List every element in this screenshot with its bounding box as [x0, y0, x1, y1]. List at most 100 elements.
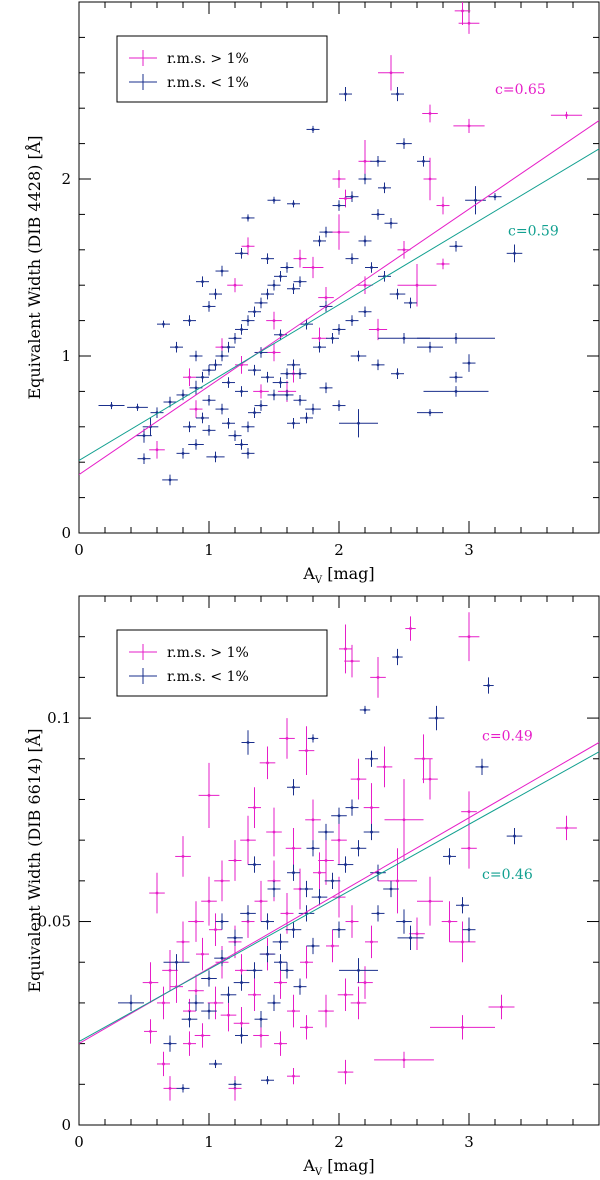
data-marker — [305, 749, 308, 753]
data-point — [350, 840, 367, 857]
data-marker — [370, 757, 373, 761]
data-marker — [253, 368, 256, 372]
data-marker — [279, 274, 282, 278]
x-tick-label: 0 — [74, 541, 84, 559]
data-marker — [324, 296, 328, 299]
data-marker — [292, 785, 295, 789]
data-marker — [311, 944, 315, 948]
data-marker — [188, 1017, 191, 1021]
data-marker — [240, 390, 243, 393]
data-point — [441, 901, 458, 942]
data-marker — [285, 372, 289, 376]
data-marker — [266, 920, 269, 923]
data-marker — [376, 328, 380, 331]
data-marker — [324, 230, 328, 234]
data-marker — [240, 968, 243, 972]
data-point — [175, 836, 191, 877]
data-point — [215, 350, 229, 362]
data-point — [318, 836, 334, 885]
series-low — [98, 86, 523, 486]
data-point — [215, 265, 229, 277]
data-point — [201, 1002, 217, 1020]
data-point — [300, 1015, 313, 1040]
data-point — [344, 644, 360, 678]
data-marker — [298, 280, 302, 284]
data-point — [370, 864, 386, 881]
data-marker — [240, 1021, 243, 1025]
x-tick-label: 2 — [334, 541, 344, 559]
data-marker — [292, 871, 295, 875]
data-point — [261, 371, 274, 383]
data-marker — [129, 1001, 133, 1005]
data-marker — [227, 1013, 230, 1017]
data-marker — [194, 386, 198, 390]
data-marker — [448, 855, 451, 858]
data-point — [345, 191, 359, 203]
data-marker — [363, 981, 367, 984]
data-point — [300, 945, 313, 979]
data-marker — [220, 956, 224, 960]
data-marker — [428, 899, 432, 903]
data-marker — [253, 993, 256, 997]
data-point — [358, 306, 372, 318]
data-marker — [279, 333, 282, 337]
data-marker — [435, 716, 438, 720]
data-marker — [188, 425, 191, 429]
data-point — [305, 799, 321, 841]
data-point — [293, 978, 307, 995]
data-marker — [357, 777, 360, 781]
data-marker — [279, 1042, 282, 1046]
data-point — [149, 440, 165, 459]
data-marker — [285, 968, 289, 972]
data-point — [313, 341, 326, 353]
data-point — [162, 474, 178, 486]
data-point — [142, 962, 159, 1003]
data-marker — [344, 863, 347, 866]
data-point — [222, 417, 235, 429]
data-point — [391, 368, 404, 380]
legend-label-low: r.m.s. < 1% — [167, 669, 249, 685]
data-marker — [233, 434, 237, 438]
data-marker — [402, 336, 406, 340]
data-marker — [305, 416, 308, 420]
data-marker — [253, 806, 256, 809]
data-marker — [207, 305, 211, 308]
data-point — [475, 758, 489, 776]
data-marker — [454, 375, 458, 379]
data-marker — [363, 708, 367, 712]
data-point — [259, 746, 276, 780]
data-point — [358, 235, 372, 247]
data-point — [350, 986, 367, 1020]
data-point — [261, 1076, 274, 1085]
data-point — [222, 341, 235, 353]
data-point — [157, 986, 170, 1020]
data-point — [357, 276, 373, 295]
data-point — [350, 350, 367, 362]
data-marker — [428, 112, 432, 115]
data-point — [443, 848, 456, 865]
data-marker — [402, 142, 406, 146]
data-marker — [279, 381, 282, 384]
data-point — [422, 104, 438, 123]
data-marker — [409, 301, 412, 305]
data-marker — [285, 393, 289, 397]
data-point — [458, 12, 480, 34]
data-marker — [214, 363, 217, 367]
data-marker — [493, 195, 497, 199]
data-marker — [396, 292, 399, 296]
data-point — [272, 933, 289, 951]
data-point — [324, 872, 341, 889]
data-marker — [467, 928, 471, 932]
data-marker — [448, 920, 451, 923]
data-marker — [207, 398, 211, 402]
data-point — [378, 848, 417, 914]
data-point — [248, 856, 261, 873]
data-marker — [162, 1001, 165, 1005]
data-marker — [188, 375, 191, 379]
data-marker — [461, 9, 464, 13]
data-point — [365, 750, 378, 767]
data-marker — [363, 159, 367, 163]
data-marker — [363, 283, 367, 287]
data-marker — [194, 443, 198, 446]
data-marker — [201, 280, 204, 284]
